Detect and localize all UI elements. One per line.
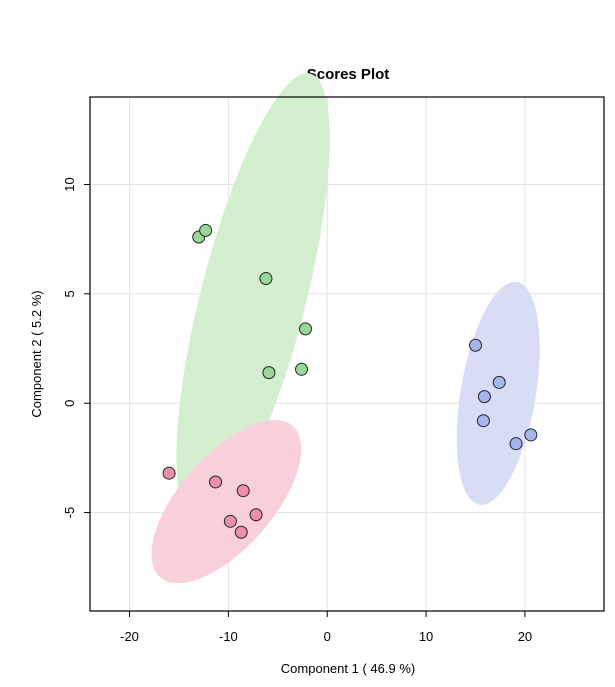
y-tick-label: -5 [62,507,77,519]
x-axis-label: Component 1 ( 46.9 %) [281,661,415,676]
x-tick-label: 20 [518,629,532,644]
blue-score-point [509,437,523,451]
x-tick-label: -20 [120,629,139,644]
red-score-point [223,514,237,528]
y-axis-ticks: -5 0 5 10 [62,177,90,518]
plot-frame [89,96,605,612]
red-score-point [209,475,223,489]
score-points [162,223,538,539]
blue-score-point [492,375,506,389]
blue-score-point [476,414,490,428]
y-tick-label: 10 [62,177,77,191]
confidence-ellipses [151,73,540,584]
green-score-point [295,362,309,376]
x-tick-label: 0 [324,629,331,644]
blue-score-point [469,338,482,352]
x-tick-label: 10 [419,629,433,644]
green-score-point [259,272,273,286]
chart-title: Scores Plot [307,66,390,83]
x-tick-label: -10 [219,629,238,644]
green-score-point [262,366,276,380]
blue-group-ellipse [456,281,540,505]
green-score-point [298,322,312,336]
y-axis-label: Component 2 ( 5.2 %) [29,290,44,417]
green-score-point [199,223,213,237]
green-group-ellipse [176,73,330,524]
blue-score-point [477,390,491,404]
red-score-point [162,466,176,480]
x-axis-ticks: -20 -10 0 10 20 [120,611,532,644]
red-score-point [234,525,248,539]
blue-score-point [524,428,538,442]
red-group-ellipse [151,420,302,584]
red-score-point [249,508,263,522]
y-tick-label: 0 [62,400,77,407]
y-tick-label: 5 [62,290,77,297]
red-score-point [236,484,250,498]
